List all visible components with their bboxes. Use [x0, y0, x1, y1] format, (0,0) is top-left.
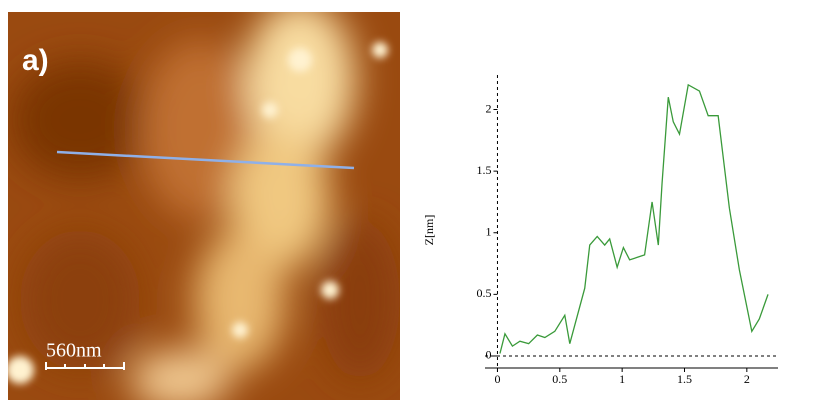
y-tick-label: 2: [485, 101, 491, 115]
afm-image: a) 560nm: [8, 12, 400, 400]
y-axis-label: Z[nm]: [422, 215, 436, 246]
profile-line: [56, 150, 355, 170]
y-tick-label: 0.5: [476, 286, 491, 300]
y-tick-label: 0: [485, 348, 491, 362]
x-tick-label: 0: [494, 372, 500, 386]
scale-bar: [45, 362, 125, 370]
x-tick-label: 1: [619, 372, 625, 386]
scale-bar-label: 560nm: [46, 340, 102, 362]
y-tick-label: 1.5: [476, 163, 491, 177]
x-tick-label: 1.5: [677, 372, 692, 386]
panel-label: a): [22, 44, 49, 77]
profile-line: [499, 83, 769, 354]
y-tick-label: 1: [485, 224, 491, 238]
x-tick-label: 0.5: [552, 372, 567, 386]
x-tick-label: 2: [744, 372, 750, 386]
